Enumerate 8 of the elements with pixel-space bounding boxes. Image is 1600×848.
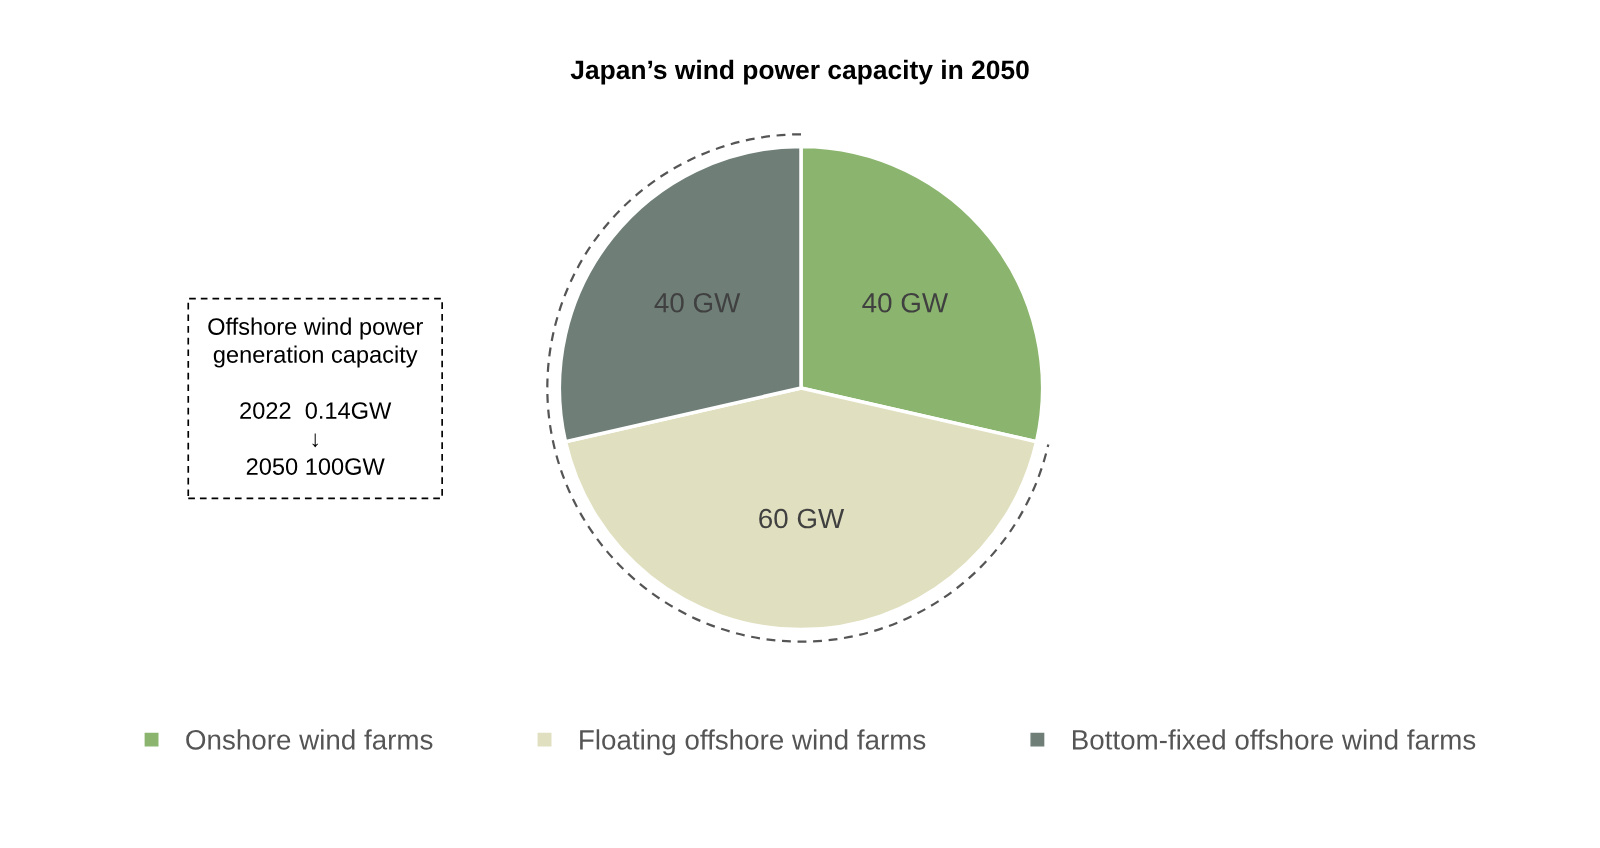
- data-label: 40 GW: [862, 292, 949, 313]
- data-label: 60 GW: [759, 508, 845, 529]
- data-label: 40 GW: [654, 292, 741, 313]
- legend-label: Onshore wind farms: [186, 729, 433, 750]
- legend-label: Bottom-fixed offshore wind farms: [1072, 729, 1476, 750]
- text: Offshore wind power generation capacity 2022 0.14GW ↓ 2050 100GW: [208, 317, 423, 475]
- legend-label: Floating offshore wind farms: [580, 729, 926, 756]
- chart-title: Japan’s wind power capacity in 2050: [570, 59, 1029, 85]
